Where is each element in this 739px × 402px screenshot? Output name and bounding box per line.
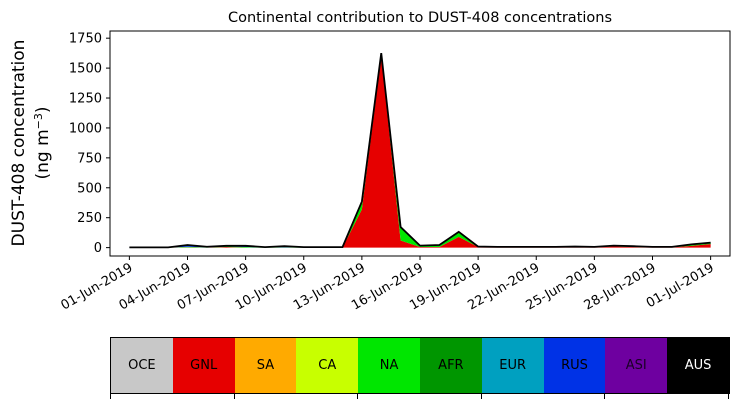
legend-colorbar: OCE GNL SA CA NA AFR EUR RUS ASI AUS: [110, 337, 730, 394]
legend-entry-sa: SA: [234, 338, 297, 393]
y-axis-ticks: 0 250 500 750 1000 1250 1500 1750: [69, 32, 110, 256]
legend-tick-mark: [480, 393, 482, 399]
legend-tick-mark: [357, 393, 359, 399]
y-tick-label: 750: [77, 151, 102, 166]
legend-entry-aus: AUS: [667, 338, 729, 393]
total-line: [129, 53, 711, 249]
legend-entry-eur: EUR: [481, 338, 544, 393]
legend-tick-mark: [233, 393, 235, 399]
area-ca: [129, 56, 711, 248]
plot-frame: [109, 30, 731, 257]
legend-entry-na: NA: [358, 338, 420, 393]
y-tick-label: 1250: [69, 92, 102, 107]
area-eur: [129, 53, 711, 248]
y-unit-close: ): [33, 106, 53, 113]
legend-tick-mark: [110, 393, 111, 399]
legend-ticks: [110, 393, 730, 399]
chart: Continental contribution to DUST-408 con…: [9, 10, 731, 313]
continent-legend: OCE GNL SA CA NA AFR EUR RUS ASI AUS: [110, 337, 730, 399]
legend-entry-rus: RUS: [543, 338, 606, 393]
y-unit-main: (ng m: [33, 129, 53, 179]
y-tick-label: 500: [77, 181, 102, 196]
plot-area: [129, 53, 711, 249]
x-axis-ticks: 01-Jun-201904-Jun-201907-Jun-201910-Jun-…: [59, 256, 717, 313]
chart-title: Continental contribution to DUST-408 con…: [228, 10, 612, 26]
legend-tick-mark: [604, 393, 606, 399]
area-aus: [129, 53, 711, 248]
area-sa: [129, 56, 711, 248]
legend-entry-oce: OCE: [111, 338, 173, 393]
legend-entry-afr: AFR: [419, 338, 482, 393]
y-tick-label: 250: [77, 211, 102, 226]
legend-entry-asi: ASI: [605, 338, 668, 393]
area-gnl: [129, 56, 711, 248]
y-axis-unit: (ng m−3): [32, 106, 54, 179]
legend-tick-mark: [728, 393, 729, 399]
area-na: [129, 53, 711, 248]
area-asi: [129, 53, 711, 248]
area-rus: [129, 53, 711, 248]
y-tick-label: 1500: [69, 62, 102, 77]
y-tick-label: 1000: [69, 121, 102, 136]
legend-entry-gnl: GNL: [172, 338, 235, 393]
y-unit-exp: −3: [32, 113, 45, 129]
y-tick-label: 0: [94, 241, 102, 256]
y-axis-label: DUST-408 concentration: [9, 40, 29, 247]
legend-entry-ca: CA: [296, 338, 359, 393]
y-tick-label: 1750: [69, 32, 102, 47]
area-afr: [129, 53, 711, 248]
